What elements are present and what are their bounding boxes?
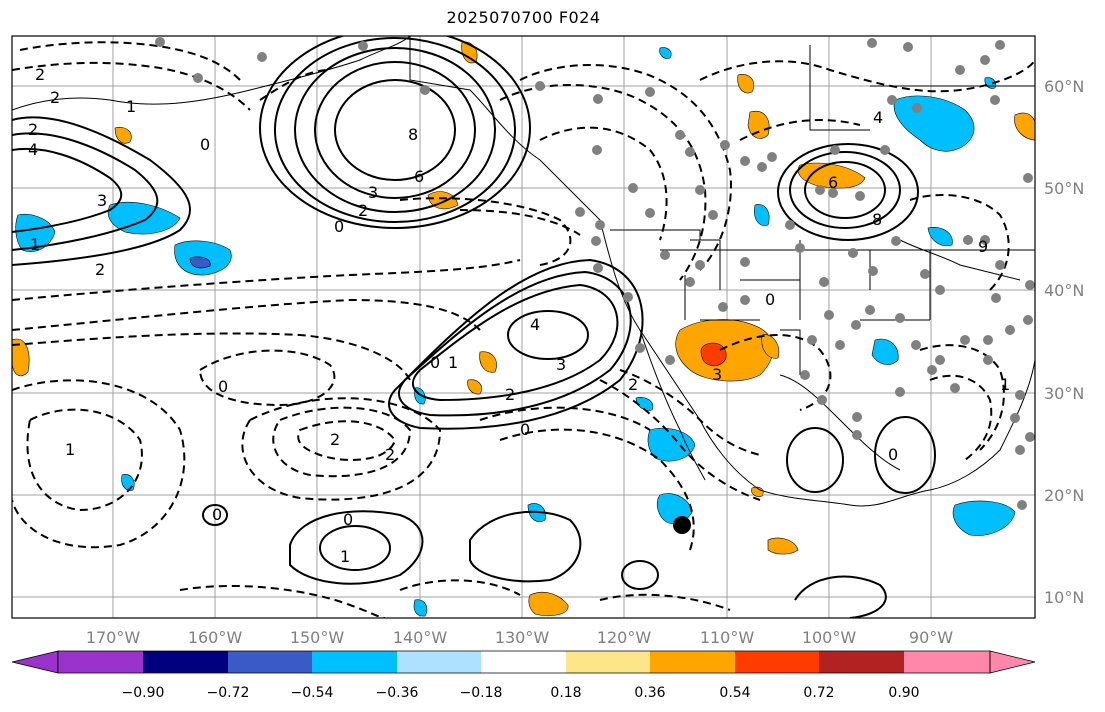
svg-text:0: 0 [212, 505, 222, 524]
svg-text:−0.36: −0.36 [376, 685, 419, 701]
svg-text:1: 1 [1000, 375, 1010, 394]
svg-text:140°W: 140°W [393, 628, 448, 647]
colorbar [11, 650, 1036, 674]
svg-text:2: 2 [628, 375, 638, 394]
svg-text:2: 2 [385, 445, 395, 464]
map-background [12, 36, 1035, 618]
svg-text:0: 0 [888, 445, 898, 464]
colorbar-segment [566, 651, 650, 673]
svg-text:2: 2 [95, 260, 105, 279]
latitude-labels: 60°N 50°N 40°N 30°N 20°N 10°N [1044, 77, 1084, 607]
svg-text:110°W: 110°W [700, 628, 755, 647]
svg-text:0: 0 [200, 135, 210, 154]
observation-points [155, 37, 1035, 510]
svg-text:1: 1 [65, 440, 75, 459]
svg-text:2: 2 [358, 201, 368, 220]
marker-point [673, 516, 691, 534]
colorbar-segment [904, 651, 990, 673]
svg-text:1: 1 [126, 97, 136, 116]
svg-text:0.18: 0.18 [550, 685, 581, 701]
svg-text:100°W: 100°W [802, 628, 857, 647]
svg-text:1: 1 [30, 235, 40, 254]
svg-text:170°W: 170°W [86, 628, 141, 647]
colorbar-segment [397, 651, 481, 673]
coastlines [12, 36, 1035, 507]
svg-text:0.54: 0.54 [719, 685, 750, 701]
svg-text:6: 6 [414, 167, 424, 186]
svg-text:8: 8 [872, 210, 882, 229]
solid-contours [12, 36, 936, 618]
svg-text:0.72: 0.72 [803, 685, 834, 701]
svg-text:1: 1 [448, 353, 458, 372]
colorbar-tick-labels: −0.90 −0.72 −0.54 −0.36 −0.18 0.18 0.36 … [122, 685, 920, 701]
colorbar-arrow-left [11, 650, 59, 674]
svg-text:2: 2 [330, 430, 340, 449]
svg-text:0: 0 [765, 290, 775, 309]
svg-text:20°N: 20°N [1044, 486, 1084, 505]
svg-text:0: 0 [343, 510, 353, 529]
colorbar-segment [650, 651, 735, 673]
svg-text:0: 0 [520, 420, 530, 439]
svg-text:0: 0 [218, 377, 228, 396]
contour-labels: 2 2 1 4 3 2 2 1 8 6 3 2 0 0 4 3 2 1 0 0 … [28, 65, 1010, 566]
svg-text:60°N: 60°N [1044, 77, 1084, 96]
svg-text:40°N: 40°N [1044, 281, 1084, 300]
svg-text:3: 3 [97, 191, 107, 210]
svg-text:3: 3 [712, 365, 722, 384]
colorbar-segment [481, 651, 566, 673]
svg-text:120°W: 120°W [597, 628, 652, 647]
svg-text:4: 4 [873, 108, 883, 127]
colorbar-segment [143, 651, 228, 673]
colorbar-segment [58, 651, 143, 673]
svg-text:−0.72: −0.72 [207, 685, 250, 701]
dashed-contours [12, 41, 1035, 618]
svg-text:3: 3 [556, 355, 566, 374]
svg-text:30°N: 30°N [1044, 384, 1084, 403]
svg-text:10°N: 10°N [1044, 588, 1084, 607]
svg-text:−0.54: −0.54 [291, 685, 334, 701]
svg-text:4: 4 [530, 315, 540, 334]
map-border [11, 35, 1036, 619]
svg-text:3: 3 [368, 183, 378, 202]
svg-text:0: 0 [334, 217, 344, 236]
svg-text:160°W: 160°W [188, 628, 243, 647]
svg-text:9: 9 [978, 237, 988, 256]
svg-text:2: 2 [50, 88, 60, 107]
svg-text:0.90: 0.90 [888, 685, 919, 701]
longitude-labels: 170°W 160°W 150°W 140°W 130°W 120°W 110°… [86, 628, 953, 647]
colorbar-segment [228, 651, 312, 673]
colorbar-border [57, 650, 991, 674]
svg-text:50°N: 50°N [1044, 179, 1084, 198]
svg-text:6: 6 [828, 173, 838, 192]
colorbar-segment [819, 651, 904, 673]
colorbar-segment [312, 651, 397, 673]
svg-text:4: 4 [28, 140, 38, 159]
svg-text:−0.90: −0.90 [122, 685, 165, 701]
svg-text:0: 0 [430, 353, 440, 372]
svg-text:90°W: 90°W [909, 628, 953, 647]
svg-text:130°W: 130°W [495, 628, 550, 647]
svg-text:2: 2 [505, 385, 515, 404]
svg-text:2: 2 [35, 65, 45, 84]
svg-text:8: 8 [408, 125, 418, 144]
svg-text:2: 2 [28, 120, 38, 139]
svg-text:−0.18: −0.18 [460, 685, 503, 701]
map-title: 2025070700 F024 [446, 8, 601, 27]
colorbar-segment [735, 651, 819, 673]
svg-text:150°W: 150°W [290, 628, 345, 647]
svg-text:1: 1 [340, 547, 350, 566]
svg-text:0.36: 0.36 [634, 685, 665, 701]
colorbar-arrow-right [989, 650, 1036, 674]
